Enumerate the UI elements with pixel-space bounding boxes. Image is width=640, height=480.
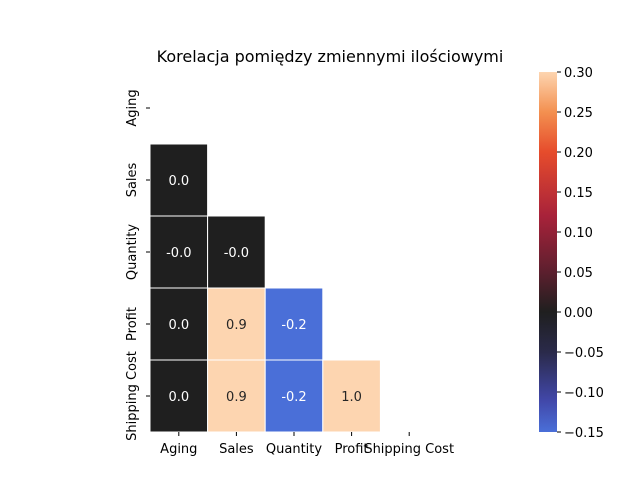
cell-value-label: 0.0 (168, 174, 189, 189)
heatmap-cells: 0.0 -0.0 -0.0 0.0 0.9 -0.2 0.0 0.9 -0.2 1.0 (149, 143, 381, 433)
colorbar-tick-label: 0.00 (564, 306, 593, 321)
heatmap-cell (149, 143, 209, 217)
y-tick-label: Aging (125, 89, 140, 126)
heatmap-cell (207, 215, 266, 289)
colorbar-tick-label: 0.25 (564, 106, 593, 121)
colorbar-tick-label: 0.05 (564, 266, 593, 281)
cell-value-label: -0.2 (281, 390, 306, 405)
cell-value-label: 0.9 (226, 318, 247, 333)
heatmap-cell (149, 215, 209, 289)
colorbar-tick-label: 0.15 (564, 186, 593, 201)
colorbar-tick-label: −0.15 (564, 426, 604, 441)
heatmap-cell (264, 287, 324, 361)
colorbar-tick-label: 0.10 (564, 226, 593, 241)
x-tick-label: Profit (335, 442, 369, 457)
x-tick-label: Shipping Cost (364, 442, 454, 457)
colorbar: 0.30 0.25 0.20 0.15 0.10 0.05 0.00 −0.05 −0.10 −0… (539, 66, 604, 441)
colorbar-tick-label: 0.20 (564, 146, 593, 161)
y-tick-label: Quantity (125, 224, 140, 280)
cell-value-label: 1.0 (341, 390, 362, 405)
chart-title: Korelacja pomiędzy zmiennymi ilościowymi (157, 47, 504, 66)
x-tick-label: Sales (219, 442, 254, 457)
colorbar-tick-label: 0.30 (564, 66, 593, 81)
x-tick-label: Quantity (266, 442, 322, 457)
cell-value-label: 0.9 (226, 390, 247, 405)
cell-value-label: -0.0 (224, 246, 249, 261)
cell-value-label: -0.0 (166, 246, 191, 261)
heatmap-cell (207, 359, 266, 433)
colorbar-tick-label: −0.05 (564, 346, 604, 361)
heatmap-axes: Aging Aging Sales Sales Quantity Quantity Prof… (125, 89, 454, 457)
y-tick-label: Profit (125, 307, 140, 341)
heatmap-cell (322, 359, 381, 433)
colorbar-gradient (539, 72, 557, 432)
y-tick-label: Sales (125, 162, 140, 197)
cell-value-label: -0.2 (281, 318, 306, 333)
colorbar-tick-label: −0.10 (564, 386, 604, 401)
heatmap-cell (149, 287, 209, 361)
x-tick-label: Aging (160, 442, 197, 457)
cell-value-label: 0.0 (168, 390, 189, 405)
cell-value-label: 0.0 (168, 318, 189, 333)
y-tick-label: Shipping Cost (125, 351, 140, 441)
